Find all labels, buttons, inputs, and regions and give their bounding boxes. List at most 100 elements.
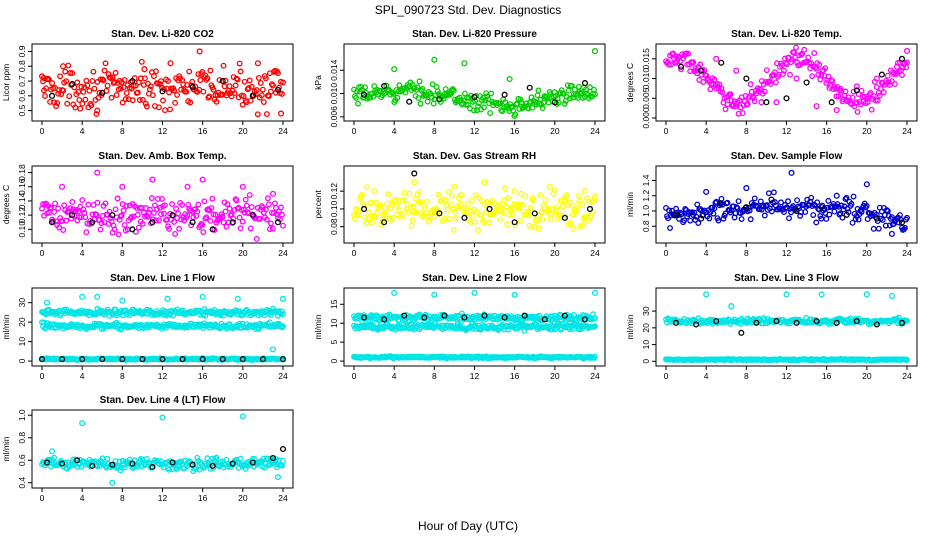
data-point <box>434 88 441 95</box>
data-point <box>257 80 264 87</box>
x-tick-label: 20 <box>238 248 248 258</box>
data-point <box>450 226 457 233</box>
data-point <box>530 197 537 204</box>
x-tick-label: 12 <box>158 126 168 136</box>
x-tick-label: 16 <box>510 248 520 258</box>
data-point <box>417 100 424 107</box>
data-point <box>67 205 74 212</box>
data-point <box>239 101 246 108</box>
data-point <box>62 68 69 75</box>
mean-point <box>853 87 860 94</box>
data-point <box>877 85 884 92</box>
mean-point <box>843 211 850 218</box>
mean-point <box>793 319 800 326</box>
data-point <box>51 208 58 215</box>
data-point <box>61 202 68 209</box>
data-point <box>809 73 816 80</box>
data-point <box>136 97 143 103</box>
data-point <box>195 201 202 208</box>
data-point <box>161 210 167 217</box>
data-point <box>63 78 70 85</box>
y-tick-label: 0.6 <box>17 454 27 466</box>
data-point <box>254 111 261 118</box>
data-point <box>788 169 795 176</box>
x-tick-label: 12 <box>782 248 792 258</box>
data-point <box>390 90 397 97</box>
panel-title: Stan. Dev. Line 2 Flow <box>422 273 527 284</box>
data-point <box>778 199 784 206</box>
mean-point <box>199 356 206 363</box>
data-point <box>833 192 840 199</box>
data-point <box>146 86 153 93</box>
data-point <box>174 91 181 98</box>
data-point <box>166 466 173 473</box>
data-point <box>243 202 250 209</box>
mean-point <box>189 219 196 226</box>
x-tick-label: 4 <box>392 126 397 136</box>
data-point <box>857 101 864 108</box>
data-point <box>429 81 436 88</box>
data-point <box>715 217 722 224</box>
data-point <box>546 183 553 190</box>
data-point <box>244 86 251 93</box>
mean-point <box>461 314 468 321</box>
data-point <box>767 80 774 87</box>
x-tick-label: 0 <box>664 248 669 258</box>
mean-point <box>561 312 568 319</box>
data-point <box>568 82 575 89</box>
mean-point <box>753 319 760 326</box>
data-point <box>471 107 477 114</box>
data-point <box>408 222 415 229</box>
data-point <box>567 220 574 227</box>
data-point <box>793 75 800 82</box>
mean-point <box>239 356 246 363</box>
y-tick-label: 0.14 <box>17 192 27 209</box>
data-point <box>724 199 731 206</box>
data-point <box>269 225 276 232</box>
data-point <box>42 201 48 208</box>
data-point <box>275 70 281 77</box>
data-point <box>226 83 233 90</box>
data-point <box>194 208 201 215</box>
data-point <box>547 216 554 222</box>
mean-point <box>853 318 860 325</box>
data-point <box>868 106 875 113</box>
mean-point <box>551 99 558 106</box>
data-point <box>592 353 598 360</box>
data-point <box>159 195 165 202</box>
data-point <box>279 211 285 218</box>
data-point <box>876 92 883 99</box>
x-tick-label: 24 <box>590 126 600 136</box>
data-point <box>141 66 148 73</box>
mean-point <box>481 312 488 319</box>
data-point <box>575 83 582 90</box>
y-tick-label: 10 <box>329 318 339 328</box>
y-tick-label: 0.10 <box>17 221 27 238</box>
data-point <box>391 66 398 73</box>
data-point <box>667 225 673 231</box>
data-point <box>111 79 118 86</box>
data-point <box>88 102 95 109</box>
mean-point <box>59 460 66 467</box>
y-tick-label: 0.4 <box>17 477 27 489</box>
mean-point <box>381 316 388 323</box>
data-point <box>579 222 586 229</box>
data-point <box>83 77 90 84</box>
data-point <box>452 313 459 319</box>
data-point <box>64 100 71 107</box>
figure-title: SPL_090723 Std. Dev. Diagnostics <box>375 3 562 17</box>
data-point <box>112 69 119 76</box>
data-point <box>813 65 820 72</box>
data-point <box>772 79 779 86</box>
data-point <box>535 87 542 94</box>
data-point <box>213 98 220 105</box>
data-point <box>149 216 156 223</box>
data-point <box>409 217 416 223</box>
data-point <box>431 56 438 63</box>
data-point <box>156 104 162 111</box>
data-point <box>165 78 171 84</box>
mean-point <box>878 71 885 78</box>
data-point <box>528 224 535 231</box>
data-point <box>43 85 49 92</box>
data-point <box>371 188 378 195</box>
